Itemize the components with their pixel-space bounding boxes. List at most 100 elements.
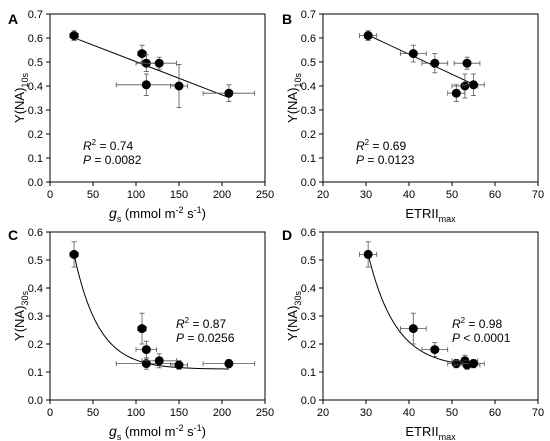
data-marker bbox=[141, 345, 151, 355]
y-axis-label: Y(NA)10s bbox=[285, 73, 303, 123]
y-tick-label: 0.3 bbox=[28, 311, 43, 323]
r-squared-label: R2 = 0.87 bbox=[176, 316, 226, 331]
y-tick-label: 0.3 bbox=[301, 311, 316, 323]
data-point bbox=[462, 358, 485, 369]
fit-curve bbox=[73, 254, 229, 370]
y-tick-label: 0.4 bbox=[28, 81, 43, 93]
y-tick-label: 0.1 bbox=[301, 153, 316, 165]
data-marker bbox=[141, 80, 151, 90]
data-marker bbox=[224, 88, 234, 98]
y-tick-label: 0.1 bbox=[301, 367, 316, 379]
y-tick-label: 0.1 bbox=[28, 153, 43, 165]
y-tick-label: 0.5 bbox=[28, 57, 43, 69]
x-tick-label: 100 bbox=[127, 407, 145, 419]
data-marker bbox=[363, 249, 373, 259]
x-tick-label: 60 bbox=[489, 189, 501, 201]
data-point bbox=[453, 56, 481, 70]
panel-letter: C bbox=[8, 227, 18, 243]
x-tick-label: 20 bbox=[317, 407, 329, 419]
data-marker bbox=[224, 359, 234, 369]
data-point bbox=[115, 73, 177, 96]
data-point bbox=[359, 30, 378, 41]
data-point bbox=[69, 241, 79, 268]
y-tick-label: 0.0 bbox=[301, 177, 316, 189]
panel-b: 20 30 40 50 60 70 0.0 0.1 0.2 0.3 0.4 0.5 0.6 0.7 B Y(N… bbox=[282, 9, 544, 224]
y-axis-label: Y(NA)30s bbox=[12, 291, 30, 341]
data-point bbox=[141, 56, 177, 70]
x-tick-label: 50 bbox=[87, 189, 99, 201]
data-marker bbox=[69, 31, 79, 41]
p-value-label: P < 0.0001 bbox=[452, 331, 511, 345]
data-marker bbox=[460, 81, 470, 91]
x-tick-label: 250 bbox=[256, 407, 274, 419]
data-point bbox=[69, 30, 79, 41]
panel-c: 0 50 100 150 200 250 0.0 0.1 0.2 0.3 0.4 0.5 0.6 C Y(N… bbox=[8, 227, 274, 441]
data-marker bbox=[137, 49, 147, 59]
x-tick-label: 70 bbox=[532, 407, 544, 419]
data-marker bbox=[154, 356, 164, 366]
p-value-label: P = 0.0082 bbox=[83, 153, 142, 167]
y-tick-label: 0.6 bbox=[28, 33, 43, 45]
x-tick-label: 250 bbox=[256, 189, 274, 201]
data-point bbox=[141, 353, 177, 369]
x-tick-label: 150 bbox=[170, 407, 188, 419]
data-point bbox=[399, 312, 427, 345]
data-point bbox=[421, 342, 449, 358]
y-tick-label: 0.2 bbox=[28, 129, 43, 141]
r-squared-label: R2 = 0.98 bbox=[452, 316, 502, 331]
y-tick-label: 0.7 bbox=[301, 9, 316, 21]
data-point bbox=[202, 84, 256, 102]
y-tick-label: 0.2 bbox=[301, 129, 316, 141]
fit-curve bbox=[367, 254, 474, 366]
data-point bbox=[399, 44, 427, 63]
data-marker bbox=[408, 49, 418, 59]
y-tick-label: 0.1 bbox=[28, 367, 43, 379]
x-tick-label: 100 bbox=[127, 189, 145, 201]
y-tick-label: 0.0 bbox=[301, 395, 316, 407]
x-tick-label: 70 bbox=[532, 189, 544, 201]
y-tick-label: 0.4 bbox=[301, 81, 316, 93]
plot-frame bbox=[322, 13, 539, 183]
x-tick-label: 40 bbox=[403, 189, 415, 201]
plot-frame bbox=[322, 231, 539, 401]
panel-d: 20 30 40 50 60 70 0.0 0.1 0.2 0.3 0.4 0.5 0.6 D Y(NA)3… bbox=[282, 227, 544, 441]
y-tick-label: 0.7 bbox=[28, 9, 43, 21]
data-point bbox=[421, 53, 449, 74]
data-point bbox=[137, 312, 147, 345]
x-tick-label: 60 bbox=[489, 407, 501, 419]
data-point bbox=[169, 360, 189, 370]
data-marker bbox=[69, 249, 79, 259]
y-tick-label: 0.6 bbox=[301, 33, 316, 45]
y-tick-label: 0.5 bbox=[301, 255, 316, 267]
y-tick-label: 0.4 bbox=[301, 283, 316, 295]
x-tick-label: 150 bbox=[170, 189, 188, 201]
r-squared-label: R2 = 0.74 bbox=[83, 138, 133, 153]
data-marker bbox=[469, 359, 478, 369]
data-marker bbox=[430, 345, 440, 355]
y-tick-label: 0.6 bbox=[28, 227, 43, 239]
x-axis-label: ETRIImax bbox=[405, 206, 456, 224]
data-marker bbox=[137, 324, 147, 334]
r-squared-label: R2 = 0.69 bbox=[356, 138, 406, 153]
x-tick-label: 200 bbox=[213, 189, 231, 201]
x-tick-label: 30 bbox=[360, 407, 372, 419]
data-point bbox=[202, 358, 256, 369]
x-tick-label: 50 bbox=[87, 407, 99, 419]
y-tick-label: 0.6 bbox=[301, 227, 316, 239]
plot-frame bbox=[49, 231, 266, 401]
x-axis-label: gs (mmol m-2 s-1) bbox=[109, 423, 206, 441]
p-value-label: P = 0.0123 bbox=[356, 153, 415, 167]
data-point bbox=[115, 357, 177, 370]
data-marker bbox=[430, 58, 440, 68]
x-axis-label: gs (mmol m-2 s-1) bbox=[109, 205, 206, 224]
data-point bbox=[447, 84, 466, 102]
data-marker bbox=[141, 359, 151, 369]
x-tick-label: 20 bbox=[317, 189, 329, 201]
data-point bbox=[462, 73, 485, 96]
y-tick-label: 0.5 bbox=[28, 255, 43, 267]
data-marker bbox=[154, 58, 164, 68]
x-tick-label: 50 bbox=[446, 407, 458, 419]
y-tick-label: 0.2 bbox=[301, 339, 316, 351]
data-point bbox=[169, 64, 189, 108]
data-marker bbox=[174, 360, 184, 370]
